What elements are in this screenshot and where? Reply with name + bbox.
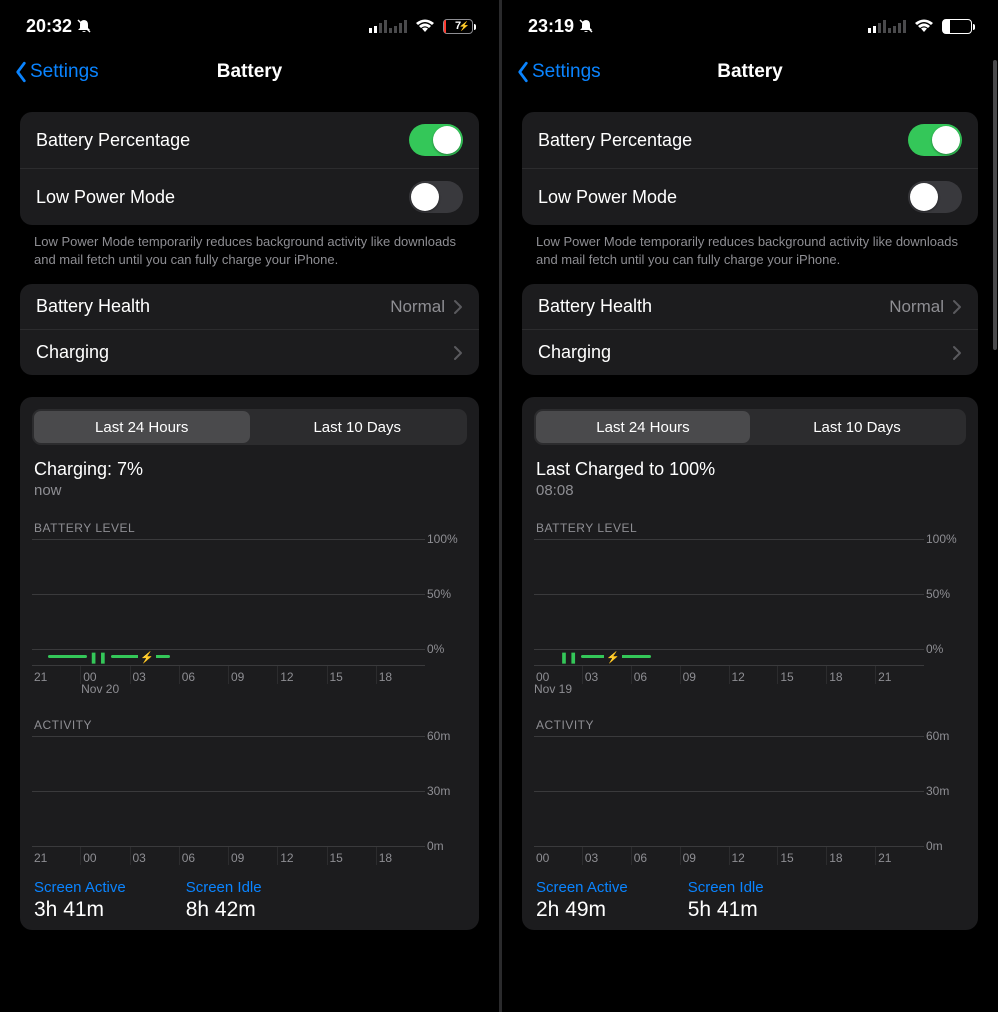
- toggles-group: Battery Percentage Low Power Mode: [20, 112, 479, 225]
- health-group: Battery Health Normal Charging: [522, 284, 978, 375]
- activity-heading: ACTIVITY: [536, 718, 964, 732]
- battery-icon: 27: [942, 19, 972, 34]
- tab-10d[interactable]: Last 10 Days: [750, 411, 964, 443]
- battery-level-chart[interactable]: 100%50%0%: [534, 539, 924, 649]
- charging-row[interactable]: Charging: [522, 329, 978, 375]
- silent-icon: [578, 18, 594, 34]
- legend-idle: Screen Idle 8h 42m: [186, 879, 262, 922]
- battery-percentage-toggle[interactable]: [409, 124, 463, 156]
- battery-health-row[interactable]: Battery Health Normal: [20, 284, 479, 329]
- low-power-toggle[interactable]: [409, 181, 463, 213]
- charging-timeline: ❚❚⚡: [534, 651, 924, 663]
- wifi-icon: [914, 19, 934, 33]
- nav-bar: Settings Battery: [14, 48, 485, 96]
- low-power-row: Low Power Mode: [20, 168, 479, 225]
- charge-status-sub: now: [34, 482, 465, 499]
- battery-level-heading: BATTERY LEVEL: [34, 521, 465, 535]
- back-button[interactable]: Settings: [14, 61, 99, 83]
- usage-card: Last 24 Hours Last 10 Days Last Charged …: [522, 397, 978, 930]
- battery-health-label: Battery Health: [538, 296, 652, 317]
- charge-status-sub: 08:08: [536, 482, 964, 499]
- activity-heading: ACTIVITY: [34, 718, 465, 732]
- toggles-group: Battery Percentage Low Power Mode: [522, 112, 978, 225]
- status-time: 23:19: [528, 16, 574, 37]
- activity-legend: Screen Active 2h 49m Screen Idle 5h 41m: [536, 879, 964, 922]
- signal-icon: [369, 19, 407, 33]
- low-power-footer: Low Power Mode temporarily reduces backg…: [516, 225, 984, 268]
- tab-24h[interactable]: Last 24 Hours: [536, 411, 750, 443]
- low-power-footer: Low Power Mode temporarily reduces backg…: [14, 225, 485, 268]
- battery-level-chart[interactable]: 100%50%0%: [32, 539, 425, 649]
- time-range-segmented[interactable]: Last 24 Hours Last 10 Days: [534, 409, 966, 445]
- battery-percentage-row: Battery Percentage: [20, 112, 479, 168]
- status-bar: 20:32 7⚡: [14, 0, 485, 48]
- battery-health-label: Battery Health: [36, 296, 150, 317]
- battery-health-row[interactable]: Battery Health Normal: [522, 284, 978, 329]
- battery-health-value: Normal: [390, 297, 445, 317]
- charging-timeline: ❚❚⚡: [32, 651, 425, 663]
- activity-xaxis: 2100030609121518: [32, 846, 425, 865]
- scroll-indicator[interactable]: [993, 60, 997, 350]
- status-time: 20:32: [26, 16, 72, 37]
- charge-status-line: Last Charged to 100%: [536, 459, 964, 480]
- activity-legend: Screen Active 3h 41m Screen Idle 8h 42m: [34, 879, 465, 922]
- battery-percentage-label: Battery Percentage: [36, 130, 190, 151]
- silent-icon: [76, 18, 92, 34]
- low-power-label: Low Power Mode: [538, 187, 677, 208]
- low-power-toggle[interactable]: [908, 181, 962, 213]
- back-button[interactable]: Settings: [516, 61, 601, 83]
- time-range-segmented[interactable]: Last 24 Hours Last 10 Days: [32, 409, 467, 445]
- tab-10d[interactable]: Last 10 Days: [250, 411, 466, 443]
- activity-chart[interactable]: 60m30m0m: [534, 736, 924, 846]
- chevron-right-icon: [453, 345, 463, 361]
- tab-24h[interactable]: Last 24 Hours: [34, 411, 250, 443]
- signal-icon: [868, 19, 906, 33]
- wifi-icon: [415, 19, 435, 33]
- battery-level-heading: BATTERY LEVEL: [536, 521, 964, 535]
- usage-card: Last 24 Hours Last 10 Days Charging: 7% …: [20, 397, 479, 930]
- chevron-right-icon: [952, 345, 962, 361]
- charging-label: Charging: [538, 342, 611, 363]
- charging-label: Charging: [36, 342, 109, 363]
- battery-percentage-toggle[interactable]: [908, 124, 962, 156]
- battery-percentage-label: Battery Percentage: [538, 130, 692, 151]
- date-marker: Nov 19: [534, 682, 924, 696]
- low-power-row: Low Power Mode: [522, 168, 978, 225]
- activity-chart[interactable]: 60m30m0m: [32, 736, 425, 846]
- nav-bar: Settings Battery: [516, 48, 984, 96]
- charge-status-line: Charging: 7%: [34, 459, 465, 480]
- legend-active: Screen Active 3h 41m: [34, 879, 126, 922]
- date-marker: Nov 20: [81, 682, 425, 696]
- battery-percentage-row: Battery Percentage: [522, 112, 978, 168]
- chevron-right-icon: [453, 299, 463, 315]
- status-bar: 23:19 27: [516, 0, 984, 48]
- legend-idle: Screen Idle 5h 41m: [688, 879, 764, 922]
- chevron-right-icon: [952, 299, 962, 315]
- activity-xaxis: 0003060912151821: [534, 846, 924, 865]
- health-group: Battery Health Normal Charging: [20, 284, 479, 375]
- charging-row[interactable]: Charging: [20, 329, 479, 375]
- legend-active: Screen Active 2h 49m: [536, 879, 628, 922]
- battery-health-value: Normal: [889, 297, 944, 317]
- battery-icon: 7⚡: [443, 19, 473, 34]
- low-power-label: Low Power Mode: [36, 187, 175, 208]
